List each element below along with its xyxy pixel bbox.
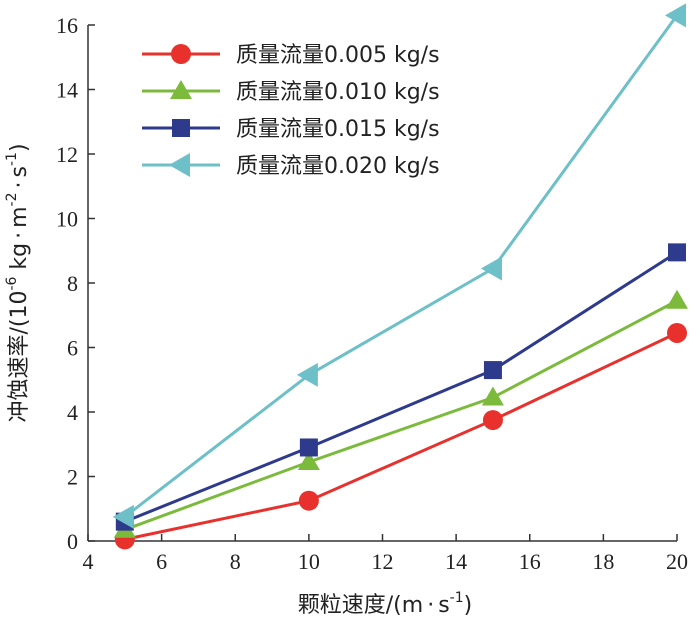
data-point bbox=[668, 243, 686, 262]
legend-item-1: 质量流量0.005 kg/s bbox=[142, 43, 440, 68]
data-point bbox=[667, 322, 687, 343]
ticks: 4 6 8 10 12 14 16 18 20 0 2 4 6 8 10 12 14 16 bbox=[56, 13, 688, 574]
data-point bbox=[483, 361, 502, 380]
x-tick-label: 20 bbox=[666, 549, 688, 574]
legend: 质量流量0.005 kg/s 质量流量0.010 kg/s 质量流量0.015 kg… bbox=[142, 43, 440, 179]
legend-swatch-marker bbox=[169, 153, 190, 177]
legend-swatch-marker bbox=[172, 119, 190, 137]
data-point bbox=[482, 410, 503, 431]
y-tick-label: 0 bbox=[67, 529, 78, 554]
data-point bbox=[480, 256, 502, 281]
legend-label: 质量流量0.020 kg/s bbox=[236, 154, 440, 179]
legend-label: 质量流量0.005 kg/s bbox=[236, 43, 440, 68]
y-tick-label: 4 bbox=[67, 400, 78, 425]
y-tick-label: 14 bbox=[56, 78, 78, 103]
x-axis-title: 颗粒速度/(m · s-1) bbox=[298, 590, 472, 618]
data-point bbox=[296, 362, 318, 387]
y-tick-label: 12 bbox=[56, 142, 78, 167]
data-point bbox=[666, 289, 688, 309]
x-tick-label: 10 bbox=[298, 549, 320, 574]
x-tick-label: 6 bbox=[156, 549, 167, 574]
data-point bbox=[481, 386, 504, 406]
data-point bbox=[298, 490, 319, 511]
series-group bbox=[112, 3, 688, 550]
data-point bbox=[299, 438, 318, 457]
data-point bbox=[297, 450, 320, 470]
legend-swatch-marker bbox=[171, 44, 191, 64]
y-tick-label: 2 bbox=[67, 465, 78, 490]
series-line bbox=[124, 251, 678, 524]
x-tick-label: 18 bbox=[592, 549, 614, 574]
data-point bbox=[112, 504, 134, 529]
y-tick-label: 16 bbox=[56, 13, 78, 38]
legend-swatch-marker bbox=[170, 80, 192, 99]
data-point bbox=[665, 3, 686, 28]
legend-label: 质量流量0.010 kg/s bbox=[236, 80, 440, 105]
series-line bbox=[124, 299, 678, 532]
y-tick-label: 8 bbox=[67, 271, 78, 296]
x-tick-label: 16 bbox=[519, 549, 541, 574]
series-3 bbox=[115, 243, 686, 531]
series-1 bbox=[114, 322, 687, 550]
series-line bbox=[124, 331, 678, 541]
x-tick-label: 8 bbox=[230, 549, 241, 574]
y-axis-title: 冲蚀速率/(10-6 kg·m-2·s-1) bbox=[4, 143, 32, 422]
y-tick-label: 10 bbox=[56, 207, 78, 232]
legend-label: 质量流量0.015 kg/s bbox=[236, 117, 440, 142]
x-tick-label: 14 bbox=[445, 549, 467, 574]
series-2 bbox=[113, 289, 688, 538]
legend-item-4: 质量流量0.020 kg/s bbox=[142, 153, 440, 179]
series-line bbox=[123, 14, 679, 519]
legend-item-3: 质量流量0.015 kg/s bbox=[142, 117, 440, 142]
y-tick-label: 6 bbox=[67, 336, 78, 361]
series-4 bbox=[112, 3, 686, 529]
x-tick-label: 4 bbox=[83, 549, 94, 574]
x-tick-label: 12 bbox=[372, 549, 394, 574]
legend-item-2: 质量流量0.010 kg/s bbox=[142, 80, 440, 105]
